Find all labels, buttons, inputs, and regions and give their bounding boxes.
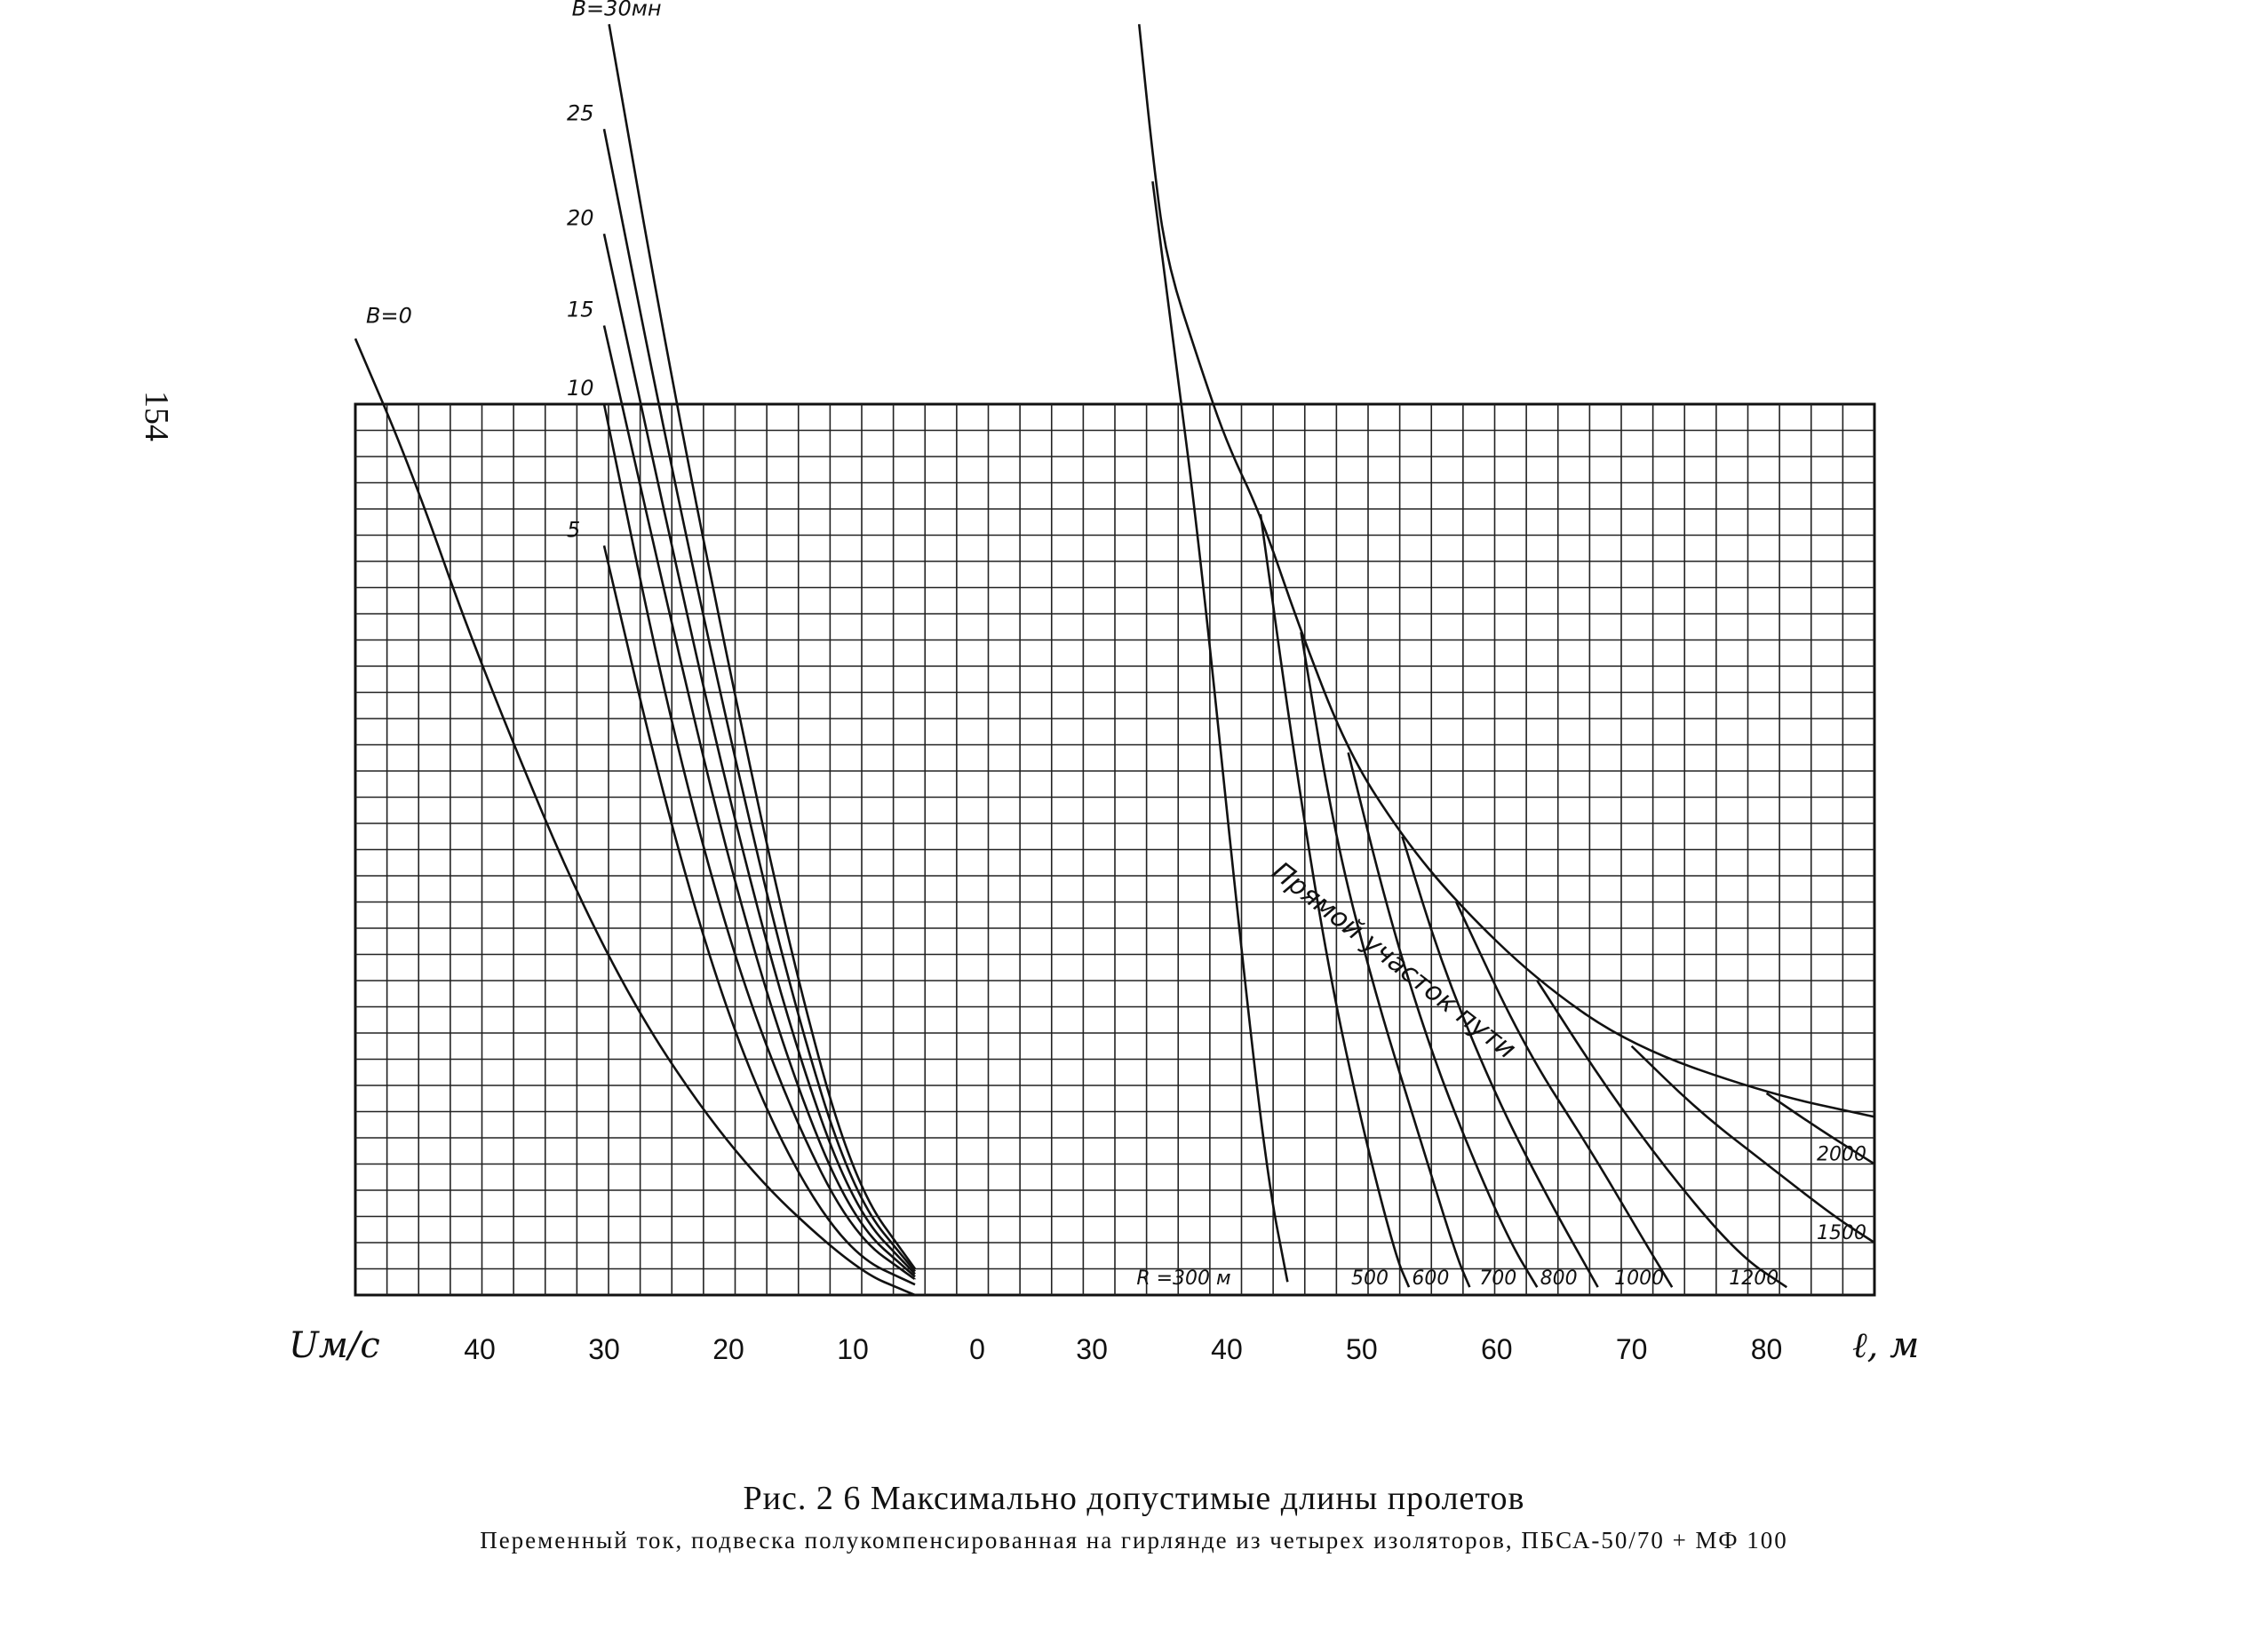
right-x-tick-label: 60 <box>1481 1333 1513 1365</box>
right-curve-3 <box>1347 752 1539 1288</box>
right-curve-label: 1500 <box>1817 1222 1866 1244</box>
left-curve-2 <box>602 403 917 1281</box>
right-x-tick-label: 30 <box>1076 1333 1108 1365</box>
right-curve-label: 2000 <box>1817 1144 1866 1166</box>
left-curve-label: В=30мн <box>572 0 662 20</box>
right-curve-8 <box>1765 1092 1875 1165</box>
caption: Рис. 2 6 Максимально допустимые длины пр… <box>0 1479 2268 1554</box>
left-curve-label: 10 <box>567 376 594 401</box>
left-curve-label: 20 <box>567 205 594 230</box>
left-curve-4 <box>602 233 916 1275</box>
right-curve-7 <box>1630 1045 1875 1244</box>
left-curve-label: 25 <box>567 100 594 125</box>
right-curve-1 <box>1259 513 1411 1289</box>
left-x-tick-label: 30 <box>588 1333 620 1365</box>
left-x-tick-label: 20 <box>712 1333 744 1365</box>
left-curve-label: 5 <box>567 517 580 542</box>
left-curve-3 <box>602 325 916 1278</box>
right-x-tick-label: 50 <box>1346 1333 1378 1365</box>
right-curve-label: 1000 <box>1614 1267 1664 1290</box>
left-curve-5 <box>602 128 917 1273</box>
right-curve-label: 700 <box>1479 1267 1516 1290</box>
left-x-tick-label: 40 <box>464 1333 496 1365</box>
right-curve-6 <box>1536 980 1788 1289</box>
left-curve-6 <box>608 24 917 1270</box>
chart-grid <box>354 402 1876 1297</box>
left-curve-1 <box>602 545 916 1286</box>
right-curve-label: 500 <box>1351 1267 1389 1290</box>
right-x-axis-title: ℓ, м <box>1852 1325 1919 1366</box>
chart-curves <box>354 24 1875 1297</box>
left-curve-label: 15 <box>567 298 594 322</box>
right-x-tick-label: 70 <box>1616 1333 1648 1365</box>
right-x-tick-label: 80 <box>1751 1333 1783 1365</box>
right-curve-label: 1200 <box>1729 1267 1779 1290</box>
left-x-tick-label: 10 <box>837 1333 869 1365</box>
left-x-tick-label: 0 <box>969 1333 985 1365</box>
right-curve-label: R =300 м <box>1136 1267 1230 1290</box>
right-curve-label: 600 <box>1412 1267 1449 1290</box>
right-curve-2 <box>1300 632 1471 1289</box>
right-x-tick-label: 40 <box>1211 1333 1243 1365</box>
left-curve-0 <box>354 338 916 1297</box>
right-curve-0 <box>1151 181 1289 1283</box>
chart-title: Рис. 2 6 Максимально допустимые длины пр… <box>743 1480 1525 1517</box>
left-x-axis-title: Uм/с <box>289 1325 380 1366</box>
right-curve-5 <box>1454 901 1674 1288</box>
left-curve-label: В=0 <box>366 303 412 328</box>
right-curve-4 <box>1401 836 1599 1288</box>
right-curve-label: 800 <box>1540 1267 1578 1290</box>
envelope-curve <box>1137 24 1875 1118</box>
chart-subtitle: Переменный ток, подвеска полукомпенсиров… <box>480 1527 1788 1554</box>
